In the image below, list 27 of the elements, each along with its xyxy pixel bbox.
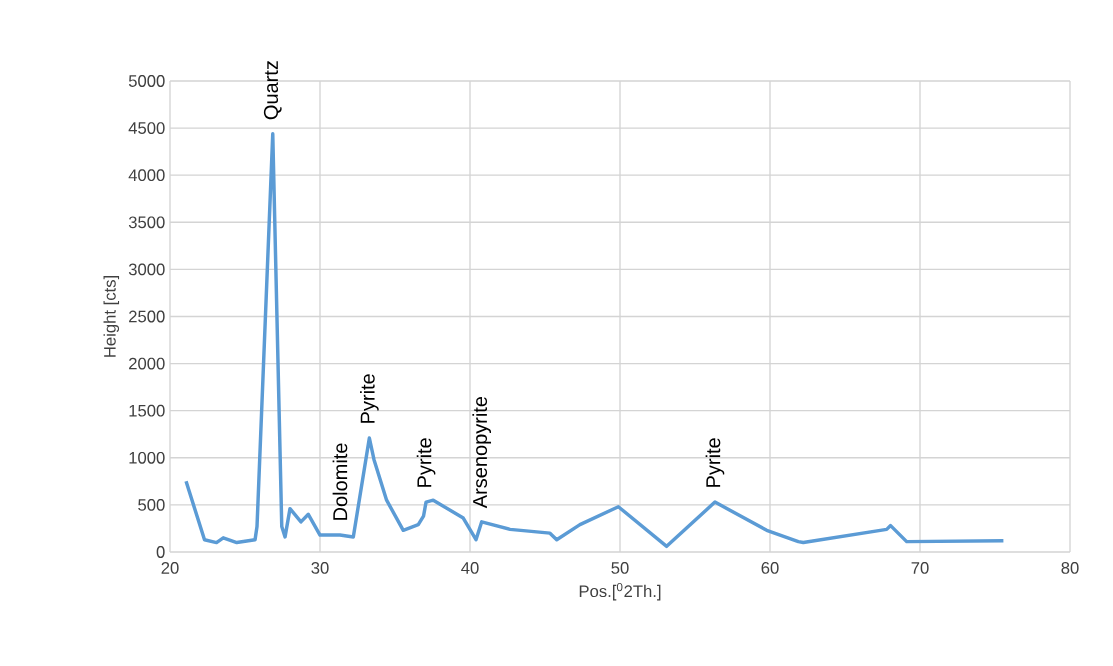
x-tick-label: 80 <box>1061 562 1079 574</box>
x-tick-label: 20 <box>161 562 179 574</box>
x-tick-label: 30 <box>311 562 329 574</box>
x-axis-title: Pos.[$^{0}$2Th.] <box>579 582 661 601</box>
y-tick-label: 5000 <box>128 75 165 87</box>
y-tick-label: 0 <box>156 546 165 558</box>
annotation: Pyrite <box>705 438 725 487</box>
annotation: Pyrite <box>416 438 436 487</box>
y-tick-label: 1500 <box>129 404 165 417</box>
annotation: Arsenopyrite <box>472 396 492 509</box>
line-series <box>184 132 1006 549</box>
annotation: Dolomite <box>332 443 348 520</box>
annotation: Pyrite <box>360 374 379 423</box>
y-tick-label: 2000 <box>129 357 165 370</box>
x-tick-label: 40 <box>461 562 479 574</box>
x-tick-label: 60 <box>761 562 779 574</box>
y-tick-label: 4000 <box>128 169 165 182</box>
y-tick-label: 2500 <box>129 310 165 323</box>
x-tick-label: 70 <box>911 562 929 574</box>
y-tick-label: 500 <box>138 499 165 511</box>
x-tick-label: 50 <box>611 562 629 574</box>
y-tick-label: 3000 <box>128 263 165 276</box>
annotation: Quartz <box>263 61 282 120</box>
y-tick-label: 1000 <box>129 451 165 464</box>
y-tick-label: 4500 <box>128 122 165 134</box>
y-axis-title: Height [cts] <box>103 276 120 357</box>
y-tick-label: 3500 <box>128 216 165 229</box>
